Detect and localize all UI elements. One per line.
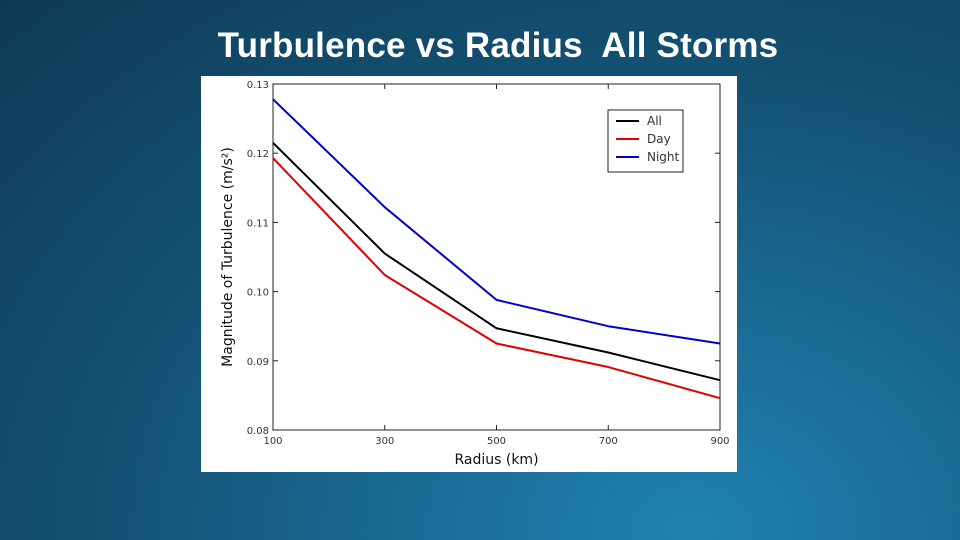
y-tick-label: 0.13 [247,80,269,91]
y-tick-label: 0.09 [247,357,269,368]
legend-label-day: Day [647,132,671,146]
y-tick-label: 0.12 [247,149,269,160]
y-tick-label: 0.10 [247,288,269,299]
legend-label-night: Night [647,150,680,164]
x-axis-label: Radius (km) [454,452,538,468]
legend-label-all: All [647,114,662,128]
y-tick-label: 0.08 [247,426,269,437]
slide-title: Turbulence vs Radius All Storms [217,26,779,65]
x-tick-label: 300 [375,436,394,447]
x-tick-label: 100 [263,436,282,447]
y-tick-label: 0.11 [247,218,269,229]
series-lines [272,98,721,400]
y-axis-label: Magnitude of Turbulence (m/s²) [220,147,236,367]
axis-ticks: 0.08 0.09 0.10 0.11 0.12 0.13 100 300 500 700 900 [247,80,730,447]
x-tick-label: 700 [599,436,618,447]
x-tick-label: 500 [487,436,506,447]
legend: All Day Night [607,109,684,173]
chart-panel: 0.08 0.09 0.10 0.11 0.12 0.13 100 300 500 700 900 … [201,76,737,472]
x-tick-label: 900 [710,436,729,447]
